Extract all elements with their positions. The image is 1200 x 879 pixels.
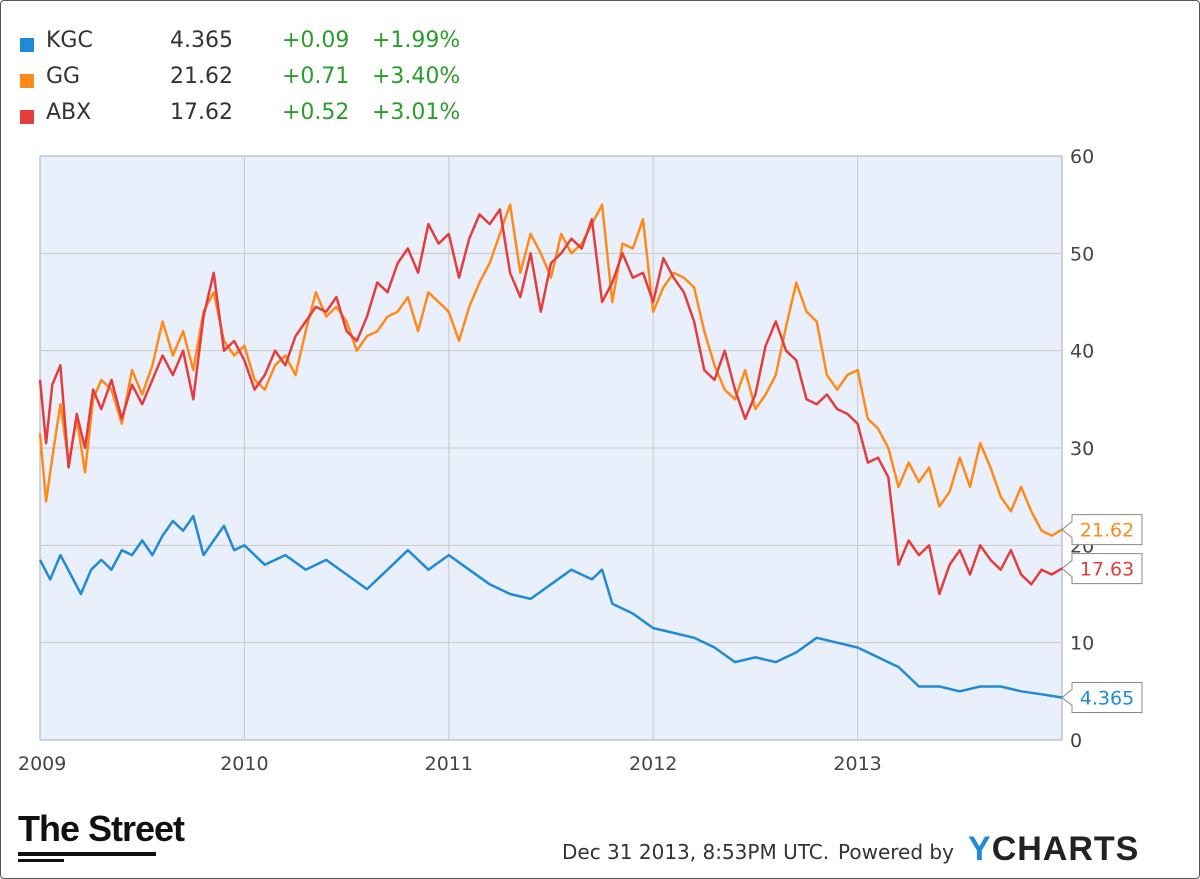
powered-by-label: Powered by: [838, 840, 954, 864]
legend-swatch-gg: [20, 74, 34, 88]
legend-percent: +3.40%: [372, 64, 461, 89]
end-label-box: [1061, 553, 1143, 585]
x-tick-label: 2013: [833, 753, 881, 775]
series-line-gg[interactable]: [38, 203, 1063, 537]
timestamp: Dec 31 2013, 8:53PM UTC.: [562, 840, 830, 864]
x-tick-label: 2012: [629, 753, 677, 775]
legend-change: +0.09: [282, 28, 350, 53]
thestreet-logo: The Street: [18, 808, 185, 849]
ycharts-logo-text: CHARTS: [991, 830, 1140, 868]
end-label-text: 4.365: [1080, 688, 1134, 710]
legend-price: 4.365: [170, 28, 233, 53]
ycharts-logo-y: Y: [968, 830, 992, 868]
series-line-abx[interactable]: [38, 208, 1063, 596]
series-line-kgc[interactable]: [38, 514, 1063, 699]
legend-symbol: KGC: [46, 28, 93, 53]
end-label-kgc: 4.365: [1061, 682, 1143, 714]
thestreet-logo-underline-short: [18, 859, 64, 862]
y-tick-label: 40: [1070, 341, 1094, 363]
end-label-box: [1061, 514, 1143, 546]
legend-change: +0.52: [282, 100, 350, 125]
legend-percent: +1.99%: [372, 28, 461, 53]
y-tick-label: 30: [1070, 438, 1094, 460]
legend-price: 21.62: [170, 64, 233, 89]
y-tick-label: 0: [1070, 730, 1082, 752]
thestreet-logo-underline: [18, 852, 156, 856]
x-tick-label: 2009: [18, 753, 66, 775]
end-label-abx: 17.63: [1061, 553, 1143, 585]
legend-change: +0.71: [282, 64, 350, 89]
x-tick-label: 2011: [425, 753, 473, 775]
legend-swatch-kgc: [20, 38, 34, 52]
legend-symbol: GG: [46, 64, 81, 89]
series-lines: [38, 203, 1063, 699]
end-labels: 4.365 21.62 17.63: [1061, 514, 1143, 714]
legend-price: 17.62: [170, 100, 233, 125]
y-tick-label: 50: [1070, 243, 1094, 265]
y-tick-label: 60: [1070, 146, 1094, 168]
y-tick-label: 10: [1070, 633, 1094, 655]
end-label-text: 17.63: [1080, 559, 1134, 581]
end-label-box: [1061, 682, 1143, 714]
legend-symbol: ABX: [46, 100, 92, 125]
x-tick-label: 2010: [220, 753, 268, 775]
legend-percent: +3.01%: [372, 100, 461, 125]
legend-swatch-abx: [20, 110, 34, 124]
end-label-gg: 21.62: [1061, 514, 1143, 546]
ycharts-logo[interactable]: YCHARTS: [968, 830, 1139, 869]
end-label-text: 21.62: [1080, 520, 1134, 542]
